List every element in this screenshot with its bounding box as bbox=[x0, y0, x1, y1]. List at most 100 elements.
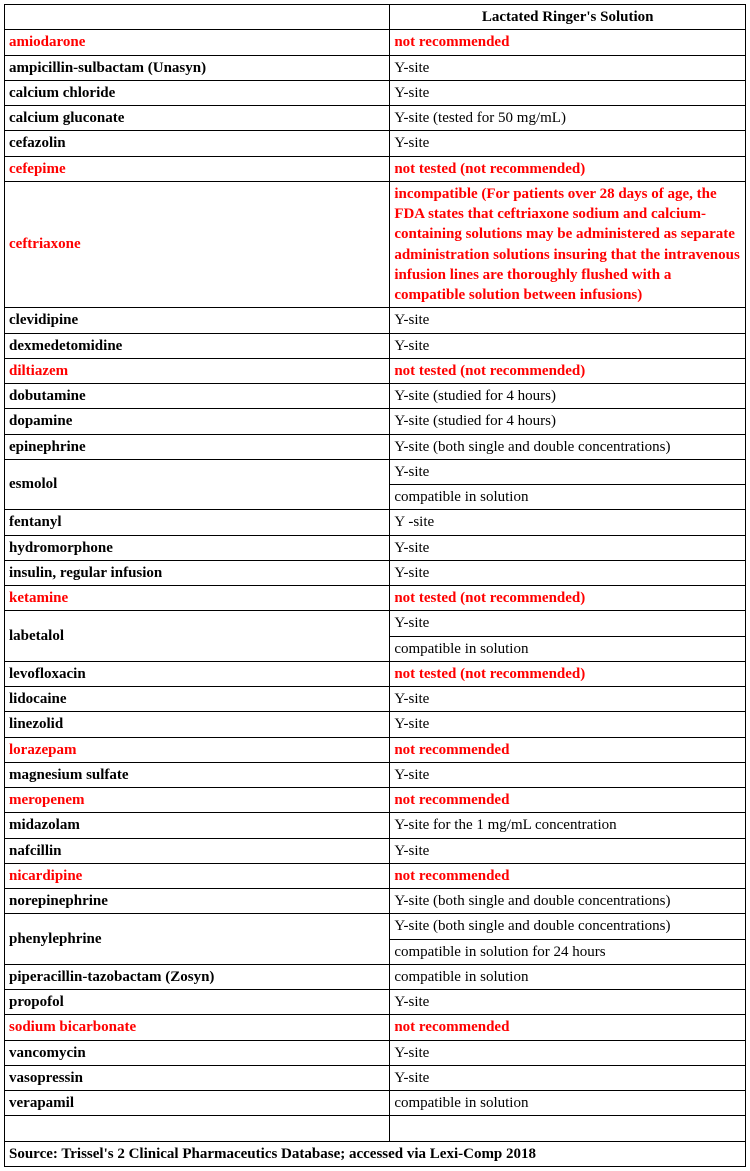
compatibility-table: Lactated Ringer's Solution amiodaronenot… bbox=[4, 4, 746, 1167]
table-row: phenylephrineY-site (both single and dou… bbox=[5, 914, 746, 939]
table-row: cefazolinY-site bbox=[5, 131, 746, 156]
spacer-cell bbox=[5, 1116, 390, 1141]
note-cell: Y-site bbox=[390, 762, 746, 787]
table-row: clevidipineY-site bbox=[5, 308, 746, 333]
table-row: dexmedetomidineY-site bbox=[5, 333, 746, 358]
note-cell: compatible in solution for 24 hours bbox=[390, 939, 746, 964]
table-row: ketaminenot tested (not recommended) bbox=[5, 586, 746, 611]
table-row: ampicillin-sulbactam (Unasyn)Y-site bbox=[5, 55, 746, 80]
drug-cell: nicardipine bbox=[5, 863, 390, 888]
note-cell: not recommended bbox=[390, 788, 746, 813]
table-row: vasopressinY-site bbox=[5, 1065, 746, 1090]
drug-cell: fentanyl bbox=[5, 510, 390, 535]
table-row: sodium bicarbonatenot recommended bbox=[5, 1015, 746, 1040]
drug-cell: propofol bbox=[5, 990, 390, 1015]
table-row: vancomycinY-site bbox=[5, 1040, 746, 1065]
table-row: lorazepamnot recommended bbox=[5, 737, 746, 762]
note-cell: compatible in solution bbox=[390, 964, 746, 989]
table-row: norepinephrineY-site (both single and do… bbox=[5, 889, 746, 914]
note-cell: not tested (not recommended) bbox=[390, 156, 746, 181]
header-right: Lactated Ringer's Solution bbox=[390, 5, 746, 30]
drug-cell: amiodarone bbox=[5, 30, 390, 55]
note-cell: Y-site bbox=[390, 308, 746, 333]
note-cell: not tested (not recommended) bbox=[390, 661, 746, 686]
note-cell: not tested (not recommended) bbox=[390, 358, 746, 383]
note-cell: Y-site bbox=[390, 80, 746, 105]
table-row: calcium chlorideY-site bbox=[5, 80, 746, 105]
drug-cell: diltiazem bbox=[5, 358, 390, 383]
note-cell: Y-site (studied for 4 hours) bbox=[390, 384, 746, 409]
note-cell: Y-site bbox=[390, 1065, 746, 1090]
note-cell: Y-site bbox=[390, 459, 746, 484]
drug-cell: midazolam bbox=[5, 813, 390, 838]
table-row: verapamilcompatible in solution bbox=[5, 1091, 746, 1116]
note-cell: not recommended bbox=[390, 30, 746, 55]
table-row: dobutamineY-site (studied for 4 hours) bbox=[5, 384, 746, 409]
source-row: Source: Trissel's 2 Clinical Pharmaceuti… bbox=[5, 1141, 746, 1166]
note-cell: Y-site (studied for 4 hours) bbox=[390, 409, 746, 434]
table-row: linezolidY-site bbox=[5, 712, 746, 737]
spacer-row bbox=[5, 1116, 746, 1141]
note-cell: Y-site for the 1 mg/mL concentration bbox=[390, 813, 746, 838]
table-header-row: Lactated Ringer's Solution bbox=[5, 5, 746, 30]
drug-cell: meropenem bbox=[5, 788, 390, 813]
drug-cell: ampicillin-sulbactam (Unasyn) bbox=[5, 55, 390, 80]
table-body: amiodaronenot recommendedampicillin-sulb… bbox=[5, 30, 746, 1167]
drug-cell: ketamine bbox=[5, 586, 390, 611]
table-row: calcium gluconateY-site (tested for 50 m… bbox=[5, 106, 746, 131]
table-row: propofolY-site bbox=[5, 990, 746, 1015]
note-cell: Y-site (both single and double concentra… bbox=[390, 434, 746, 459]
note-cell: Y-site (both single and double concentra… bbox=[390, 914, 746, 939]
drug-cell: labetalol bbox=[5, 611, 390, 662]
drug-cell: calcium chloride bbox=[5, 80, 390, 105]
drug-cell: dobutamine bbox=[5, 384, 390, 409]
note-cell: compatible in solution bbox=[390, 636, 746, 661]
drug-cell: sodium bicarbonate bbox=[5, 1015, 390, 1040]
drug-cell: verapamil bbox=[5, 1091, 390, 1116]
drug-cell: cefazolin bbox=[5, 131, 390, 156]
header-left bbox=[5, 5, 390, 30]
drug-cell: dopamine bbox=[5, 409, 390, 434]
table-row: fentanylY -site bbox=[5, 510, 746, 535]
drug-cell: ceftriaxone bbox=[5, 181, 390, 308]
drug-cell: levofloxacin bbox=[5, 661, 390, 686]
drug-cell: magnesium sulfate bbox=[5, 762, 390, 787]
note-cell: Y-site bbox=[390, 535, 746, 560]
drug-cell: lidocaine bbox=[5, 687, 390, 712]
table-row: meropenemnot recommended bbox=[5, 788, 746, 813]
note-cell: Y-site bbox=[390, 55, 746, 80]
note-cell: Y-site bbox=[390, 560, 746, 585]
drug-cell: lorazepam bbox=[5, 737, 390, 762]
table-row: epinephrineY-site (both single and doubl… bbox=[5, 434, 746, 459]
note-cell: Y-site (tested for 50 mg/mL) bbox=[390, 106, 746, 131]
table-row: insulin, regular infusionY-site bbox=[5, 560, 746, 585]
drug-cell: nafcillin bbox=[5, 838, 390, 863]
drug-cell: esmolol bbox=[5, 459, 390, 510]
note-cell: not recommended bbox=[390, 863, 746, 888]
note-cell: Y-site bbox=[390, 687, 746, 712]
note-cell: Y -site bbox=[390, 510, 746, 535]
drug-cell: linezolid bbox=[5, 712, 390, 737]
note-cell: not recommended bbox=[390, 1015, 746, 1040]
drug-cell: insulin, regular infusion bbox=[5, 560, 390, 585]
table-row: dopamineY-site (studied for 4 hours) bbox=[5, 409, 746, 434]
table-row: amiodaronenot recommended bbox=[5, 30, 746, 55]
note-cell: not recommended bbox=[390, 737, 746, 762]
drug-cell: cefepime bbox=[5, 156, 390, 181]
drug-cell: clevidipine bbox=[5, 308, 390, 333]
table-row: ceftriaxoneincompatible (For patients ov… bbox=[5, 181, 746, 308]
note-cell: Y-site bbox=[390, 1040, 746, 1065]
drug-cell: dexmedetomidine bbox=[5, 333, 390, 358]
table-row: levofloxacinnot tested (not recommended) bbox=[5, 661, 746, 686]
table-row: midazolamY-site for the 1 mg/mL concentr… bbox=[5, 813, 746, 838]
drug-cell: norepinephrine bbox=[5, 889, 390, 914]
source-cell: Source: Trissel's 2 Clinical Pharmaceuti… bbox=[5, 1141, 746, 1166]
drug-cell: epinephrine bbox=[5, 434, 390, 459]
note-cell: Y-site (both single and double concentra… bbox=[390, 889, 746, 914]
note-cell: Y-site bbox=[390, 333, 746, 358]
spacer-cell bbox=[390, 1116, 746, 1141]
table-row: nicardipinenot recommended bbox=[5, 863, 746, 888]
drug-cell: hydromorphone bbox=[5, 535, 390, 560]
note-cell: compatible in solution bbox=[390, 1091, 746, 1116]
note-cell: incompatible (For patients over 28 days … bbox=[390, 181, 746, 308]
